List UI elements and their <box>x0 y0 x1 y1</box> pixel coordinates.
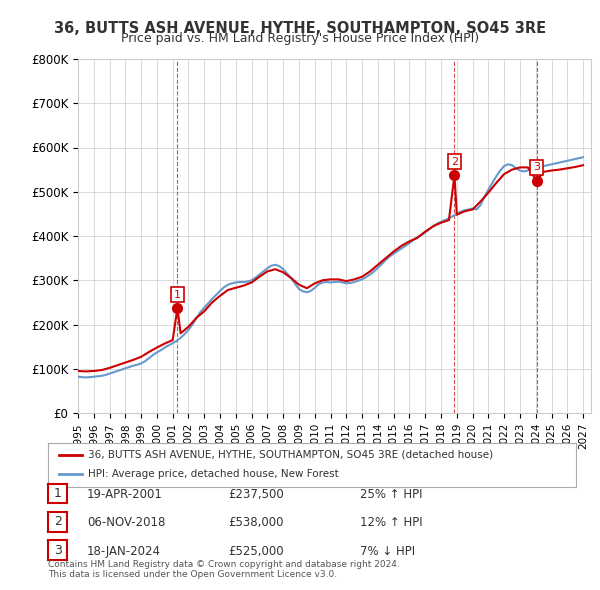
Text: Contains HM Land Registry data © Crown copyright and database right 2024.
This d: Contains HM Land Registry data © Crown c… <box>48 560 400 579</box>
Text: 18-JAN-2024: 18-JAN-2024 <box>87 545 161 558</box>
Text: 2: 2 <box>53 515 62 529</box>
Text: 3: 3 <box>533 162 540 172</box>
Text: 7% ↓ HPI: 7% ↓ HPI <box>360 545 415 558</box>
Text: 2: 2 <box>451 157 458 166</box>
Text: Price paid vs. HM Land Registry's House Price Index (HPI): Price paid vs. HM Land Registry's House … <box>121 32 479 45</box>
Text: 36, BUTTS ASH AVENUE, HYTHE, SOUTHAMPTON, SO45 3RE (detached house): 36, BUTTS ASH AVENUE, HYTHE, SOUTHAMPTON… <box>88 450 493 460</box>
Text: 25% ↑ HPI: 25% ↑ HPI <box>360 488 422 501</box>
Text: 12% ↑ HPI: 12% ↑ HPI <box>360 516 422 529</box>
Text: 36, BUTTS ASH AVENUE, HYTHE, SOUTHAMPTON, SO45 3RE: 36, BUTTS ASH AVENUE, HYTHE, SOUTHAMPTON… <box>54 21 546 35</box>
Text: 1: 1 <box>174 290 181 300</box>
Text: 3: 3 <box>53 543 62 557</box>
Text: 19-APR-2001: 19-APR-2001 <box>87 488 163 501</box>
Text: £525,000: £525,000 <box>228 545 284 558</box>
Text: £237,500: £237,500 <box>228 488 284 501</box>
Text: HPI: Average price, detached house, New Forest: HPI: Average price, detached house, New … <box>88 470 338 479</box>
Text: £538,000: £538,000 <box>228 516 284 529</box>
Text: 06-NOV-2018: 06-NOV-2018 <box>87 516 166 529</box>
Text: 1: 1 <box>53 487 62 500</box>
